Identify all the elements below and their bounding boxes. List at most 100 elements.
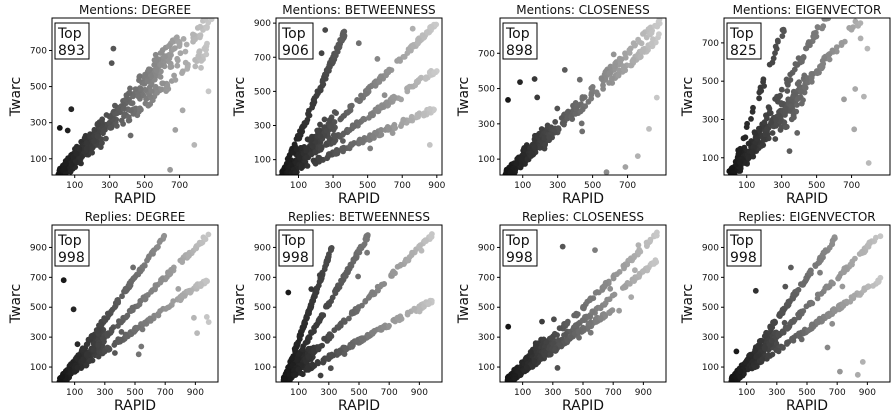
data-point [865, 160, 872, 166]
top-box-label: Top [505, 26, 530, 42]
data-point [292, 346, 299, 352]
data-point [351, 123, 357, 130]
x-axis-label: RAPID [786, 398, 828, 414]
scatter-panel: Replies: CLOSENESS 100 300 500 700 900 100 300 5… [448, 207, 672, 414]
data-point [374, 287, 381, 294]
data-point [791, 291, 798, 298]
data-point [117, 336, 124, 343]
data-point [398, 96, 404, 103]
data-point [317, 121, 323, 128]
data-point [340, 29, 347, 36]
points-group [55, 18, 215, 182]
data-point [780, 345, 786, 351]
data-point [542, 141, 548, 148]
data-point [841, 96, 847, 103]
data-point [289, 355, 296, 361]
x-tick-label: 500 [136, 181, 153, 191]
data-point [340, 138, 346, 144]
data-point [301, 318, 308, 325]
top-box-value: 998 [58, 250, 85, 266]
data-point [59, 176, 65, 182]
top-box [726, 229, 762, 267]
data-point [184, 66, 191, 72]
y-tick-label: 100 [478, 155, 495, 165]
data-point [152, 51, 159, 58]
data-point [325, 151, 332, 158]
data-point [311, 328, 317, 335]
data-point [315, 346, 322, 353]
plot-frame [275, 17, 443, 176]
y-tick-label: 700 [478, 273, 495, 283]
y-tick-label: 300 [254, 122, 271, 132]
data-point [312, 160, 319, 167]
data-point [155, 243, 161, 250]
data-point [409, 25, 416, 32]
data-point [100, 335, 106, 342]
data-point [191, 142, 198, 148]
data-point [135, 351, 142, 358]
data-point [575, 329, 582, 336]
data-point [95, 353, 102, 360]
x-tick-label: 700 [843, 181, 860, 191]
data-point [569, 116, 576, 122]
x-tick-label: 700 [381, 388, 398, 398]
data-point [174, 62, 181, 69]
data-point [636, 39, 643, 45]
top-box [502, 22, 538, 60]
data-point [108, 124, 115, 131]
data-point [99, 116, 106, 123]
data-point [356, 98, 363, 105]
data-point [127, 282, 134, 289]
data-point [380, 281, 386, 288]
data-point [517, 372, 524, 379]
plot-frame [51, 17, 219, 176]
data-point [359, 137, 365, 144]
data-point [94, 133, 101, 140]
data-point [870, 283, 876, 289]
data-point [328, 246, 334, 253]
data-point [628, 294, 635, 300]
y-tick-label: 500 [254, 87, 271, 97]
x-tick-label: 500 [808, 181, 825, 191]
chart-title: Replies: BETWEENNESS [288, 210, 430, 224]
data-point [640, 31, 646, 37]
data-point [124, 333, 130, 340]
data-point [756, 95, 762, 102]
data-point [333, 49, 340, 56]
data-point [122, 96, 129, 103]
data-point [764, 115, 770, 122]
data-point [381, 92, 388, 99]
data-point [768, 119, 774, 126]
data-point [197, 32, 204, 39]
data-point [56, 125, 63, 131]
data-point [864, 45, 871, 52]
y-tick-label: 700 [254, 53, 271, 63]
data-point [142, 296, 149, 302]
data-point [579, 96, 586, 102]
top-box [278, 229, 314, 267]
data-point [809, 300, 816, 307]
data-point [804, 275, 810, 282]
data-point [110, 45, 117, 52]
data-point [185, 288, 192, 294]
data-point [202, 236, 209, 243]
top-box-value: 825 [730, 43, 757, 59]
data-point [135, 93, 142, 100]
data-point [742, 359, 749, 366]
data-point [765, 352, 772, 359]
data-point [415, 113, 421, 120]
data-point [833, 44, 840, 50]
data-point [124, 286, 131, 293]
data-point [829, 320, 836, 327]
x-tick-label: 300 [96, 388, 113, 398]
data-point [773, 117, 779, 123]
data-point [616, 67, 622, 74]
data-point [627, 256, 633, 263]
data-point [296, 333, 303, 340]
y-axis-label: Twarc [8, 77, 24, 117]
data-point [152, 83, 159, 90]
data-point [822, 248, 828, 255]
data-point [192, 63, 199, 70]
data-point [787, 71, 794, 78]
data-point [812, 262, 819, 268]
